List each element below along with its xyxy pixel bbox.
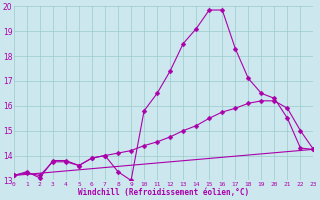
X-axis label: Windchill (Refroidissement éolien,°C): Windchill (Refroidissement éolien,°C)	[78, 188, 249, 197]
